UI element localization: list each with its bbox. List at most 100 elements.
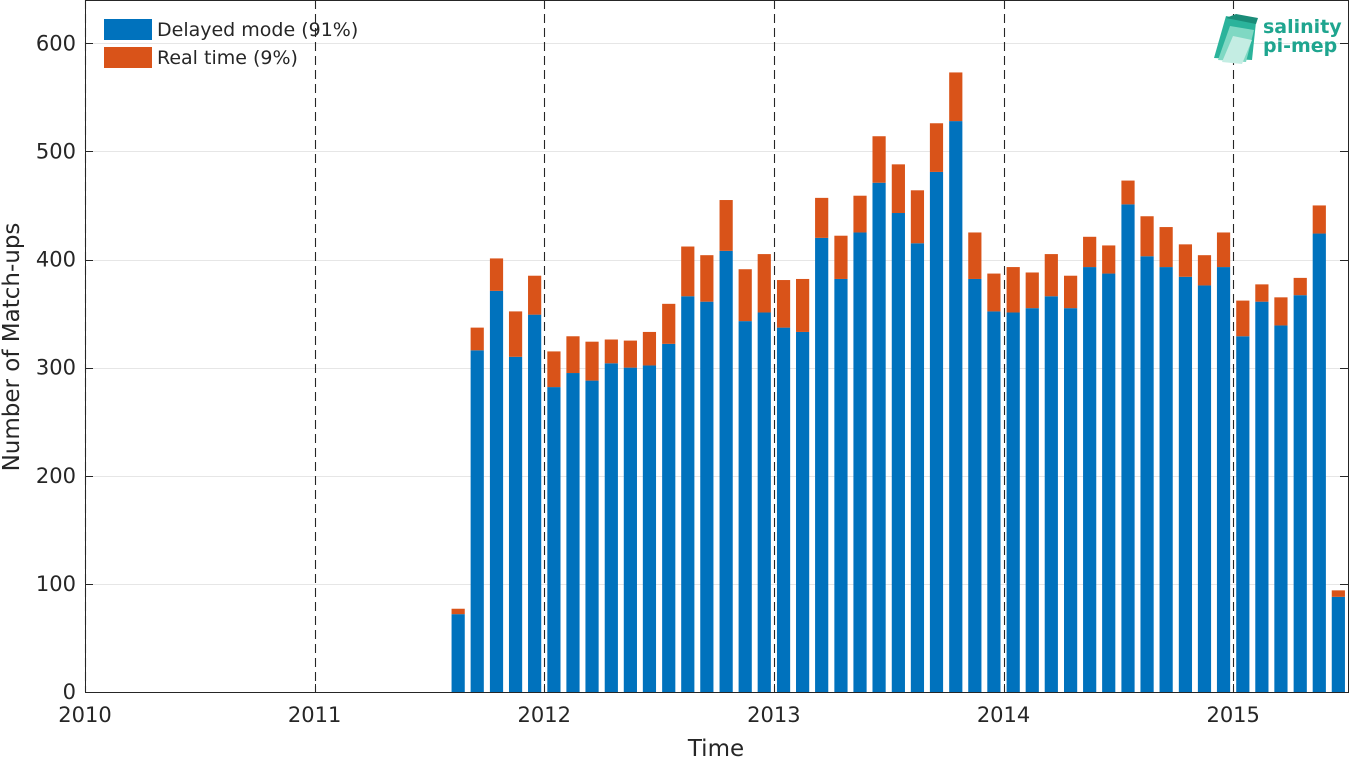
y-tick-label: 100 bbox=[36, 572, 76, 596]
bar-delayed-mode bbox=[1044, 296, 1058, 692]
bar-real-time bbox=[1083, 236, 1097, 268]
bar-delayed-mode bbox=[910, 243, 925, 692]
bar-delayed-mode bbox=[451, 614, 465, 692]
bar-real-time bbox=[757, 254, 771, 313]
bar-delayed-mode bbox=[1312, 233, 1326, 693]
bar-real-time bbox=[738, 269, 752, 322]
bar-delayed-mode bbox=[1102, 273, 1116, 692]
legend-label-realtime: Real time (9%) bbox=[157, 47, 298, 69]
y-tick-label: 600 bbox=[36, 31, 76, 55]
bar-real-time bbox=[776, 280, 791, 328]
bar-delayed-mode bbox=[700, 301, 714, 692]
bar-delayed-mode bbox=[1083, 267, 1097, 692]
bar-delayed-mode bbox=[585, 380, 599, 692]
axis-ticks bbox=[85, 0, 1348, 693]
bar-real-time bbox=[1197, 255, 1212, 286]
bar-real-time bbox=[1025, 272, 1039, 309]
logo-emblem-icon bbox=[1214, 14, 1258, 64]
y-tick-label: 0 bbox=[63, 680, 76, 704]
bar-delayed-mode bbox=[949, 121, 963, 693]
bar-delayed-mode bbox=[1006, 312, 1020, 692]
logo-text-salinity: salinity bbox=[1263, 16, 1342, 38]
bar-delayed-mode bbox=[528, 314, 542, 692]
bar-delayed-mode bbox=[1236, 336, 1250, 692]
bar-real-time bbox=[681, 246, 695, 297]
bar-delayed-mode bbox=[681, 296, 695, 692]
bar-delayed-mode bbox=[489, 290, 504, 692]
grid-lines bbox=[85, 43, 1348, 585]
bar-real-time bbox=[623, 340, 637, 368]
bar-series bbox=[451, 72, 1345, 693]
bar-delayed-mode bbox=[968, 278, 982, 692]
bar-delayed-mode bbox=[1064, 308, 1078, 692]
bar-real-time bbox=[1312, 205, 1326, 234]
bar-real-time bbox=[470, 327, 484, 351]
bar-real-time bbox=[547, 351, 561, 388]
bar-delayed-mode bbox=[834, 278, 848, 692]
bar-real-time bbox=[1178, 244, 1193, 277]
salinity-pi-mep-logo: salinity pi-mep bbox=[1214, 14, 1342, 64]
bar-delayed-mode bbox=[566, 373, 580, 692]
bar-real-time bbox=[1331, 590, 1345, 597]
bar-real-time bbox=[508, 311, 523, 357]
bar-real-time bbox=[1064, 275, 1078, 309]
bar-real-time bbox=[834, 235, 848, 279]
bar-delayed-mode bbox=[1025, 308, 1039, 692]
legend: Delayed mode (91%) Real time (9%) bbox=[104, 19, 358, 69]
bar-delayed-mode bbox=[987, 311, 1001, 692]
bar-real-time bbox=[585, 341, 599, 381]
bar-real-time bbox=[662, 303, 676, 344]
bar-real-time bbox=[719, 200, 733, 251]
x-tick-label: 2013 bbox=[747, 703, 800, 727]
bar-real-time bbox=[1216, 232, 1231, 268]
bar-real-time bbox=[853, 195, 867, 233]
bar-real-time bbox=[1044, 254, 1058, 297]
bar-real-time bbox=[872, 136, 886, 183]
bar-real-time bbox=[1236, 300, 1250, 337]
bar-real-time bbox=[1140, 216, 1154, 257]
x-axis-title: Time bbox=[687, 736, 744, 758]
bar-delayed-mode bbox=[815, 237, 829, 693]
legend-swatch-realtime bbox=[104, 47, 152, 68]
year-separators bbox=[84, 0, 1235, 692]
legend-label-delayed: Delayed mode (91%) bbox=[157, 19, 358, 41]
y-tick-label: 500 bbox=[36, 139, 76, 163]
bar-real-time bbox=[528, 275, 542, 315]
bar-delayed-mode bbox=[547, 387, 561, 692]
x-tick-label: 2010 bbox=[58, 703, 111, 727]
bar-real-time bbox=[1159, 227, 1173, 268]
bar-real-time bbox=[929, 123, 944, 172]
bar-delayed-mode bbox=[738, 321, 752, 692]
bar-real-time bbox=[1102, 245, 1116, 274]
bar-delayed-mode bbox=[1197, 285, 1212, 692]
bar-real-time bbox=[891, 164, 905, 214]
bar-delayed-mode bbox=[891, 213, 905, 692]
bar-delayed-mode bbox=[853, 232, 867, 692]
y-tick-label: 200 bbox=[36, 464, 76, 488]
bar-real-time bbox=[489, 258, 504, 291]
bar-real-time bbox=[566, 336, 580, 374]
y-tick-label: 400 bbox=[36, 248, 76, 272]
bar-real-time bbox=[949, 72, 963, 122]
bar-real-time bbox=[642, 331, 657, 366]
legend-swatch-delayed bbox=[104, 19, 152, 40]
bar-real-time bbox=[1121, 180, 1135, 205]
x-tick-label: 2011 bbox=[288, 703, 341, 727]
x-tick-label: 2015 bbox=[1206, 703, 1259, 727]
bar-real-time bbox=[1293, 277, 1307, 296]
y-axis-title: Number of Match-ups bbox=[0, 223, 25, 472]
bar-delayed-mode bbox=[1178, 276, 1193, 692]
bar-delayed-mode bbox=[1159, 267, 1173, 692]
bar-delayed-mode bbox=[1216, 267, 1231, 692]
bar-delayed-mode bbox=[872, 182, 886, 693]
y-tick-label: 300 bbox=[36, 356, 76, 380]
bar-delayed-mode bbox=[1140, 256, 1154, 692]
bar-delayed-mode bbox=[1331, 596, 1345, 692]
bar-delayed-mode bbox=[1274, 325, 1288, 692]
bar-real-time bbox=[987, 273, 1001, 312]
bar-delayed-mode bbox=[719, 250, 733, 692]
bar-real-time bbox=[815, 197, 829, 238]
bar-delayed-mode bbox=[776, 327, 791, 692]
